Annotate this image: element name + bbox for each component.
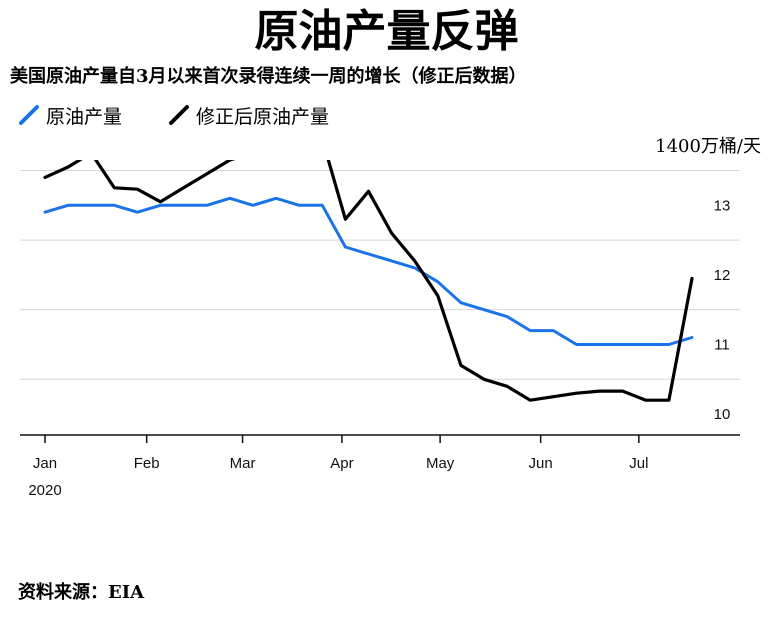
x-tick-label: Jul xyxy=(629,455,648,472)
x-tick-label: Mar xyxy=(230,455,256,472)
tick-labels: 10 11 12 13 Jan Feb Mar Apr May Jun Jul 2020 xyxy=(28,197,730,499)
x-year-label: 2020 xyxy=(28,482,61,499)
legend-label-crude-production: 原油产量 xyxy=(46,105,123,128)
chart-subtitle: 美国原油产量自3月以来首次录得连续一周的增长（修正后数据） xyxy=(10,66,527,87)
y-tick-label: 11 xyxy=(714,336,730,353)
line-chart: 10 11 12 13 Jan Feb Mar Apr May Jun Jul 2020 xyxy=(20,160,740,499)
legend-item-adjusted-production: 修正后原油产量 xyxy=(168,102,329,129)
x-tick-label: May xyxy=(426,455,455,472)
series-lines xyxy=(43,160,694,402)
legend: 原油产量 修正后原油产量 xyxy=(18,100,375,130)
y-tick-label: 13 xyxy=(714,197,731,214)
source-note: 资料来源：EIA xyxy=(18,582,145,603)
y-tick-label: 12 xyxy=(714,267,731,284)
x-axis xyxy=(20,434,740,443)
x-tick-label: Feb xyxy=(134,455,160,472)
x-tick-label: Jan xyxy=(33,455,57,472)
legend-swatch-blue-icon xyxy=(19,105,39,125)
series-line-adjusted-production xyxy=(43,160,694,402)
chart-title: 原油产量反弹 xyxy=(254,6,519,57)
x-tick-label: Jun xyxy=(529,455,553,472)
y-tick-label: 10 xyxy=(714,406,731,423)
x-tick-label: Apr xyxy=(330,455,353,472)
legend-swatch-black-icon xyxy=(169,105,190,125)
legend-item-crude-production: 原油产量 xyxy=(18,102,122,129)
legend-label-adjusted-production: 修正后原油产量 xyxy=(196,105,330,128)
series-line-crude-production xyxy=(43,196,694,346)
gridlines xyxy=(20,169,740,380)
y-axis-unit-label: 1400万桶/天 xyxy=(655,136,761,157)
